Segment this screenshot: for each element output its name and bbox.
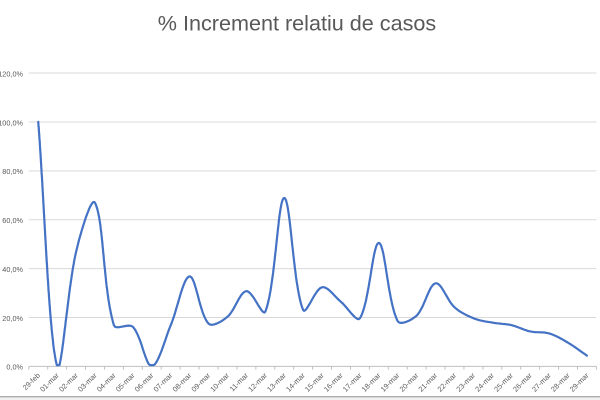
svg-text:120,0%: 120,0% — [0, 69, 24, 78]
svg-text:20,0%: 20,0% — [2, 314, 23, 323]
svg-text:40,0%: 40,0% — [2, 265, 23, 274]
svg-text:% Increment relatiu de casos: % Increment relatiu de casos — [158, 11, 437, 36]
svg-text:60,0%: 60,0% — [2, 216, 23, 225]
svg-text:100,0%: 100,0% — [0, 118, 24, 127]
svg-text:80,0%: 80,0% — [2, 167, 23, 176]
svg-text:0,0%: 0,0% — [6, 363, 23, 372]
